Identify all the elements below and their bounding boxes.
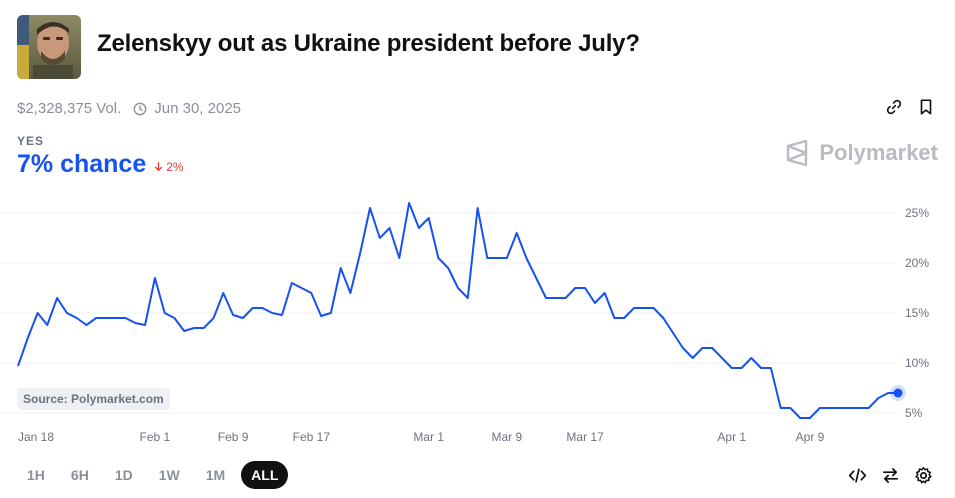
range-button-1m[interactable]: 1M (205, 467, 226, 483)
market-title: Zelenskyy out as Ukraine president befor… (97, 30, 640, 57)
bookmark-icon[interactable] (917, 98, 935, 116)
gear-icon[interactable] (914, 466, 933, 485)
y-tick-label: 5% (905, 406, 923, 420)
x-tick-label: Feb 1 (140, 430, 171, 444)
series-line-yes (17, 202, 898, 419)
y-tick-label: 25% (905, 206, 929, 220)
end-date: Jun 30, 2025 (133, 100, 241, 117)
x-tick-label: Feb 17 (293, 430, 331, 444)
x-tick-label: Feb 9 (218, 430, 249, 444)
source-label: Source: Polymarket.com (17, 388, 170, 410)
outcome-chance: 7% chance 2% (17, 150, 184, 179)
time-range-selector: 1H 6H 1D 1W 1M ALL (17, 461, 289, 489)
x-tick-label: Jan 18 (18, 430, 54, 444)
end-date-text: Jun 30, 2025 (154, 100, 242, 117)
probability-chart: 5% 10% 15% 20% 25% Jan 18 Feb 1 Feb 9 Feb 17 Mar … (0, 202, 929, 444)
y-tick-label: 10% (905, 356, 929, 370)
x-tick-label: Mar 17 (566, 430, 604, 444)
y-tick-label: 15% (905, 306, 929, 320)
chance-delta: 2% (154, 160, 184, 174)
range-button-6h[interactable]: 6H (70, 467, 89, 483)
embed-code-icon[interactable] (848, 466, 867, 485)
header-actions (885, 98, 935, 116)
zelenskyy-portrait-icon (17, 15, 81, 79)
volume-text: $2,328,375 Vol. (17, 100, 122, 117)
brand-name: Polymarket (819, 140, 938, 165)
x-tick-label: Mar 1 (413, 430, 444, 444)
arrow-down-icon (155, 162, 163, 171)
chart-actions (848, 466, 933, 485)
y-tick-label: 20% (905, 256, 929, 270)
market-meta: $2,328,375 Vol. Jun 30, 2025 (17, 100, 241, 117)
range-button-1h[interactable]: 1H (27, 467, 45, 483)
last-point-marker (893, 388, 903, 398)
polymarket-mark-icon (787, 139, 808, 167)
range-button-all[interactable]: ALL (241, 461, 289, 489)
x-tick-label: Apr 1 (717, 430, 746, 444)
link-icon[interactable] (885, 98, 903, 116)
x-tick-label: Apr 9 (796, 430, 825, 444)
swap-arrows-icon[interactable] (881, 466, 900, 485)
chance-delta-text: 2% (166, 160, 184, 174)
range-button-1d[interactable]: 1D (114, 467, 133, 483)
market-thumbnail (17, 15, 81, 79)
range-button-1w[interactable]: 1W (158, 467, 180, 483)
outcome-label: YES (17, 134, 45, 148)
x-tick-label: Mar 9 (492, 430, 523, 444)
polymarket-logo: Polymarket (785, 139, 938, 167)
chance-value: 7% chance (17, 150, 147, 178)
clock-icon (133, 102, 147, 115)
